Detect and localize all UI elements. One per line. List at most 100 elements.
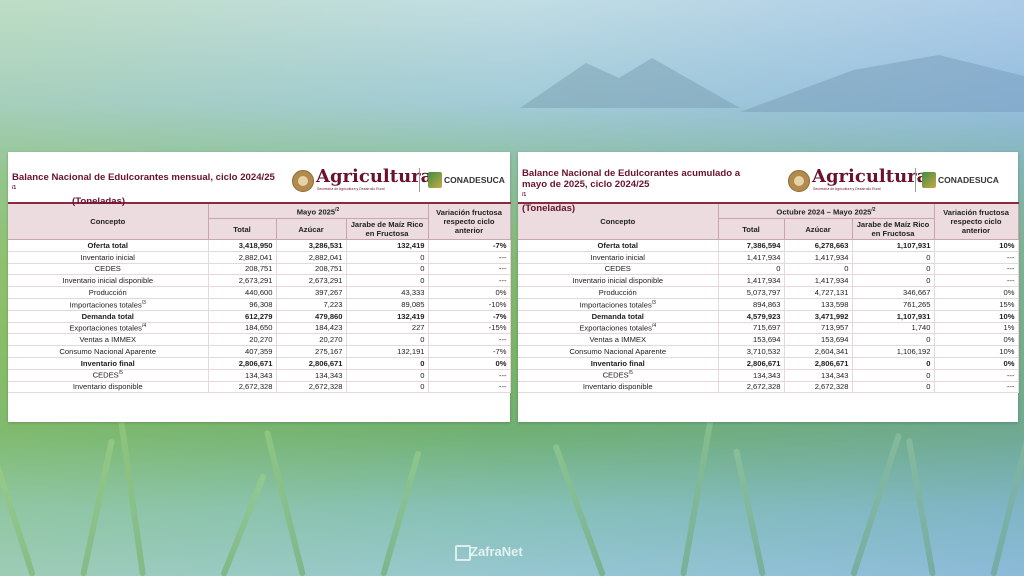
table-row: Inventario inicial disponible 1,417,934 1,… — [518, 274, 1019, 288]
table-row: Consumo Nacional Aparente 3,710,532 2,604,… — [518, 345, 1019, 358]
row-jarabe: 0 — [852, 333, 935, 347]
agricultura-wordmark: Agricultura — [316, 166, 433, 187]
row-total: 96,308 — [208, 298, 277, 311]
table-row: CEDES/5 134,343 134,343 0 --- — [8, 369, 511, 382]
table-row: Producción 440,600 397,267 43,333 0% — [8, 286, 511, 299]
col-variacion: Variación fructosa respecto ciclo anteri… — [428, 202, 511, 240]
row-jarabe: 346,667 — [852, 286, 935, 299]
row-azucar: 275,167 — [276, 345, 347, 358]
row-variacion: 0% — [934, 333, 1019, 347]
table-row: Inventario inicial 1,417,934 1,417,934 0 --- — [518, 251, 1019, 264]
row-jarabe: 0 — [346, 369, 429, 382]
row-azucar: 20,270 — [276, 333, 347, 347]
row-total: 134,343 — [208, 369, 277, 382]
row-variacion: --- — [934, 381, 1019, 394]
row-azucar: 184,423 — [276, 322, 347, 335]
row-concepto: Inventario final — [518, 356, 719, 370]
row-jarabe: 1,740 — [852, 322, 935, 335]
agricultura-subtitle: Secretaría de Agricultura y Desarrollo R… — [813, 187, 881, 191]
col-concepto: Concepto — [8, 202, 209, 240]
row-variacion: --- — [428, 263, 511, 276]
col-azucar: Azúcar — [276, 218, 347, 240]
row-jarabe: 43,333 — [346, 286, 429, 299]
row-jarabe: 761,265 — [852, 298, 935, 311]
row-total: 2,673,291 — [208, 274, 277, 288]
row-total: 0 — [718, 263, 785, 276]
row-jarabe: 1,107,931 — [852, 309, 935, 323]
row-variacion: --- — [428, 369, 511, 382]
row-concepto: Importaciones totales/3 — [518, 298, 719, 311]
row-variacion: 10% — [934, 345, 1019, 358]
row-concepto: Exportaciones totales/4 — [518, 322, 719, 335]
zafranet-logo-icon — [455, 545, 471, 561]
row-variacion: -15% — [428, 322, 511, 335]
logo-divider — [419, 168, 420, 192]
table-row: CEDES 208,751 208,751 0 --- — [8, 263, 511, 276]
row-concepto: Demanda total — [518, 309, 719, 323]
title-units: (Toneladas) — [522, 203, 576, 215]
row-azucar: 134,343 — [784, 369, 853, 382]
row-variacion: 0% — [934, 356, 1019, 370]
row-variacion: --- — [934, 263, 1019, 276]
row-azucar: 3,471,992 — [784, 309, 853, 323]
row-total: 2,672,328 — [718, 381, 785, 394]
col-total: Total — [718, 218, 785, 240]
row-azucar: 4,727,131 — [784, 286, 853, 299]
row-total: 2,806,671 — [208, 356, 277, 370]
row-total: 715,697 — [718, 322, 785, 335]
row-variacion: --- — [934, 369, 1019, 382]
row-jarabe: 132,191 — [346, 345, 429, 358]
table-row: Oferta total 3,418,950 3,286,531 132,419 -7% — [8, 239, 511, 252]
zafranet-watermark: ZafraNet — [470, 544, 523, 559]
row-variacion: 0% — [934, 286, 1019, 299]
row-concepto: Producción — [518, 286, 719, 299]
agricultura-wordmark: Agricultura — [812, 166, 929, 187]
agricultura-subtitle: Secretaría de Agricultura y Desarrollo R… — [317, 187, 385, 191]
table-row: Importaciones totales/3 96,308 7,223 89,085… — [8, 298, 511, 311]
row-jarabe: 132,419 — [346, 309, 429, 323]
table-row: Demanda total 4,579,923 3,471,992 1,107,931… — [518, 309, 1019, 323]
row-concepto: Exportaciones totales/4 — [8, 322, 209, 335]
row-azucar: 0 — [784, 263, 853, 276]
row-azucar: 2,806,671 — [784, 356, 853, 370]
col-total: Total — [208, 218, 277, 240]
col-period: Mayo 2025/2 — [208, 202, 429, 219]
col-variacion: Variación fructosa respecto ciclo anteri… — [934, 202, 1019, 240]
row-jarabe: 0 — [852, 251, 935, 264]
table-row: Inventario disponible 2,672,328 2,672,328 0… — [8, 381, 511, 394]
panel-header: Balance Nacional de Edulcorantes mensual… — [8, 152, 510, 207]
panel-title: Balance Nacional de Edulcorantes acumula… — [522, 168, 772, 214]
cumulative-balance-panel: Balance Nacional de Edulcorantes acumula… — [518, 152, 1019, 422]
row-jarabe: 0 — [346, 251, 429, 264]
row-concepto: Demanda total — [8, 309, 209, 323]
row-jarabe: 0 — [852, 381, 935, 394]
title-units: (Toneladas) — [72, 196, 126, 208]
row-total: 440,600 — [208, 286, 277, 299]
row-variacion: -7% — [428, 345, 511, 358]
row-variacion: -7% — [428, 309, 511, 323]
table-row: Ventas a IMMEX 20,270 20,270 0 --- — [8, 333, 511, 347]
row-azucar: 3,286,531 — [276, 239, 347, 252]
table-row: Inventario disponible 2,672,328 2,672,328 0… — [518, 381, 1019, 394]
row-concepto: Inventario inicial — [518, 251, 719, 264]
table-row: Inventario inicial disponible 2,673,291 2,… — [8, 274, 511, 288]
row-total: 208,751 — [208, 263, 277, 276]
title-text: Balance Nacional de Edulcorantes acumula… — [522, 168, 741, 179]
row-concepto: CEDES/5 — [518, 369, 719, 382]
row-azucar: 2,672,328 — [276, 381, 347, 394]
row-total: 3,418,950 — [208, 239, 277, 252]
conadesuca-cane-icon — [922, 172, 936, 188]
row-concepto: Inventario disponible — [518, 381, 719, 394]
row-total: 3,710,532 — [718, 345, 785, 358]
row-concepto: CEDES/5 — [8, 369, 209, 382]
col-period: Octubre 2024 – Mayo 2025/2 — [718, 202, 935, 219]
row-variacion: 10% — [934, 309, 1019, 323]
row-concepto: Inventario final — [8, 356, 209, 370]
row-jarabe: 0 — [852, 274, 935, 288]
row-azucar: 6,278,663 — [784, 239, 853, 252]
row-total: 134,343 — [718, 369, 785, 382]
row-total: 7,386,594 — [718, 239, 785, 252]
row-jarabe: 0 — [852, 263, 935, 276]
col-azucar: Azúcar — [784, 218, 853, 240]
row-azucar: 1,417,934 — [784, 251, 853, 264]
